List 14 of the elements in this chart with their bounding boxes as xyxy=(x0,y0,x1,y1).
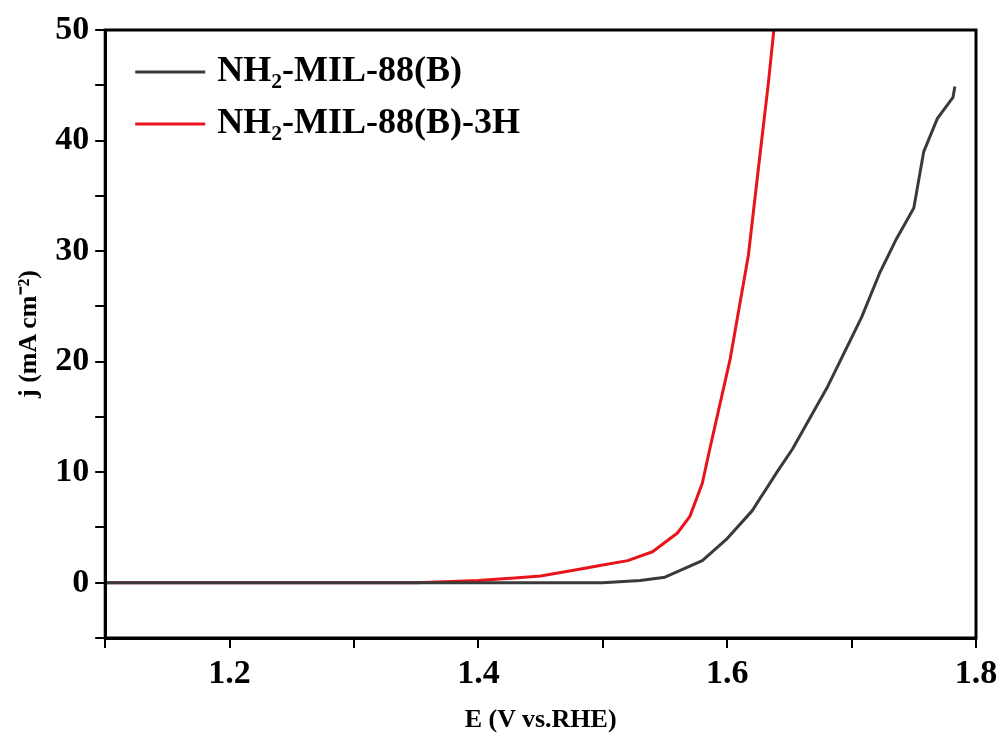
x-tick-label: 1.4 xyxy=(457,653,500,691)
y-axis-title: j (mA cm⁻²) xyxy=(13,270,43,399)
x-tick-label: 1.8 xyxy=(954,653,998,691)
y-tick-label: 20 xyxy=(55,340,90,378)
y-tick-label: 10 xyxy=(55,450,90,488)
y-tick-label: 40 xyxy=(55,119,90,157)
y-tick-label: 0 xyxy=(72,561,90,599)
y-tick-label: 30 xyxy=(55,229,90,267)
x-tick-label: 1.2 xyxy=(208,653,251,691)
legend-label: NH₂-MIL-88(B) xyxy=(217,49,462,90)
y-tick-label: 50 xyxy=(55,8,90,46)
x-tick-label: 1.6 xyxy=(705,653,749,691)
legend-label: NH₂-MIL-88(B)-3H xyxy=(217,101,520,142)
x-axis-title: E (V vs.RHE) xyxy=(464,704,617,734)
